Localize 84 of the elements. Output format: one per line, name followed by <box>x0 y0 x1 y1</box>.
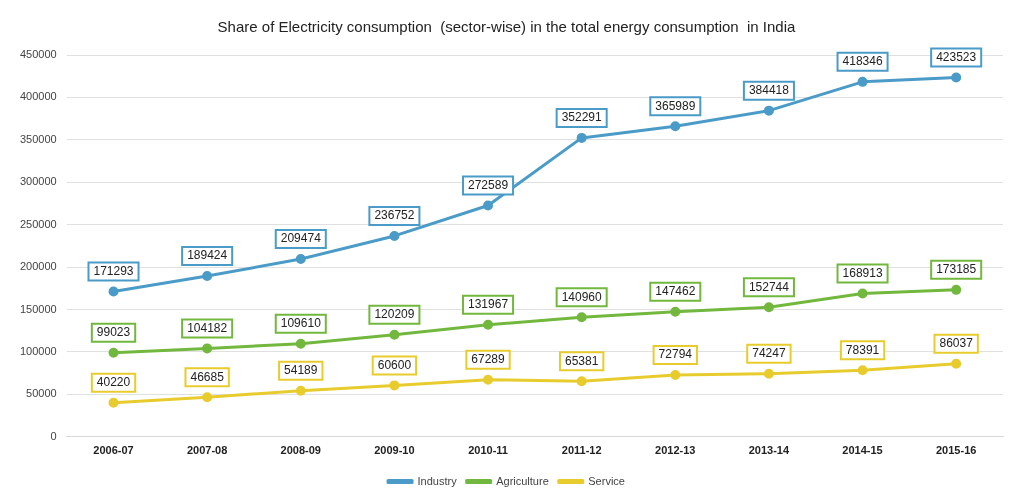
x-tick-label: 2015-16 <box>936 444 977 457</box>
point <box>295 385 306 396</box>
legend-label: Industry <box>417 474 458 487</box>
point <box>389 329 400 340</box>
data-label: 46685 <box>190 369 225 384</box>
data-label: 352291 <box>561 110 603 125</box>
data-label: 120209 <box>374 307 415 322</box>
point <box>670 306 681 317</box>
data-label: 152744 <box>748 279 790 294</box>
x-tick-label: 2013-14 <box>748 444 790 457</box>
x-tick-label: 2014-15 <box>842 444 883 457</box>
point <box>763 105 774 116</box>
data-label: 140960 <box>561 289 603 304</box>
point <box>202 271 213 282</box>
data-label: 72794 <box>658 347 693 362</box>
y-tick-label: 0 <box>50 429 57 442</box>
legend-label: Service <box>588 474 625 487</box>
point <box>951 358 962 369</box>
data-label: 104182 <box>187 320 228 335</box>
data-label: 74247 <box>752 346 786 361</box>
point <box>763 368 774 379</box>
x-tick-label: 2007-08 <box>186 444 228 457</box>
y-tick-label: 400000 <box>19 90 57 103</box>
point <box>108 286 119 297</box>
point <box>202 392 213 403</box>
legend-label: Agriculture <box>496 474 549 487</box>
y-tick-label: 450000 <box>19 48 57 61</box>
chart-title: Share of Electricity consumption (sector-wise) in the total energy consumption in India <box>217 18 797 36</box>
point <box>389 380 400 391</box>
x-tick-label: 2012-13 <box>655 444 696 457</box>
data-label: 168913 <box>842 265 883 280</box>
point <box>857 288 868 299</box>
point <box>295 338 306 349</box>
data-label: 272589 <box>468 177 509 192</box>
x-tick-label: 2006-07 <box>93 444 134 457</box>
y-tick-label: 250000 <box>19 217 57 230</box>
point <box>670 370 681 381</box>
data-label: 109610 <box>280 316 322 331</box>
data-label: 418346 <box>842 54 883 69</box>
point <box>951 72 962 83</box>
x-tick-label: 2010-11 <box>468 444 508 457</box>
data-label: 60600 <box>377 357 412 372</box>
x-tick-label: 2011-12 <box>561 444 602 457</box>
data-label: 173185 <box>936 262 977 277</box>
y-tick-label: 350000 <box>19 132 57 145</box>
point <box>576 132 587 143</box>
data-label: 423523 <box>936 49 977 64</box>
data-label: 384418 <box>748 82 790 97</box>
y-tick-label: 300000 <box>19 175 57 188</box>
point <box>483 374 494 385</box>
data-label: 99023 <box>96 325 131 340</box>
point <box>483 200 494 211</box>
point <box>108 347 119 358</box>
data-label: 171293 <box>93 263 134 278</box>
data-label: 67289 <box>471 352 506 367</box>
point <box>202 343 213 354</box>
point <box>576 312 587 323</box>
point <box>108 397 119 408</box>
data-label: 54189 <box>284 363 318 378</box>
data-label: 147462 <box>655 284 696 298</box>
x-tick-label: 2008-09 <box>280 444 321 457</box>
data-label: 40220 <box>96 374 131 389</box>
y-tick-label: 50000 <box>26 387 57 400</box>
point <box>763 302 774 313</box>
data-label: 236752 <box>374 208 415 223</box>
point <box>389 230 400 241</box>
y-tick-label: 150000 <box>19 302 57 315</box>
x-tick-label: 2009-10 <box>374 444 415 457</box>
point <box>576 376 587 387</box>
point <box>857 76 868 87</box>
data-label: 65381 <box>564 353 599 368</box>
data-label: 86037 <box>939 336 974 351</box>
data-label: 78391 <box>845 342 880 357</box>
point <box>483 319 494 330</box>
y-tick-label: 200000 <box>19 260 57 273</box>
point <box>295 254 306 265</box>
y-tick-label: 100000 <box>19 344 57 357</box>
point <box>951 284 962 295</box>
data-label: 189424 <box>187 248 228 263</box>
point <box>670 121 681 132</box>
point <box>857 365 868 376</box>
data-label: 365989 <box>655 98 696 113</box>
data-label: 131967 <box>468 297 509 312</box>
data-label: 209474 <box>280 231 322 246</box>
